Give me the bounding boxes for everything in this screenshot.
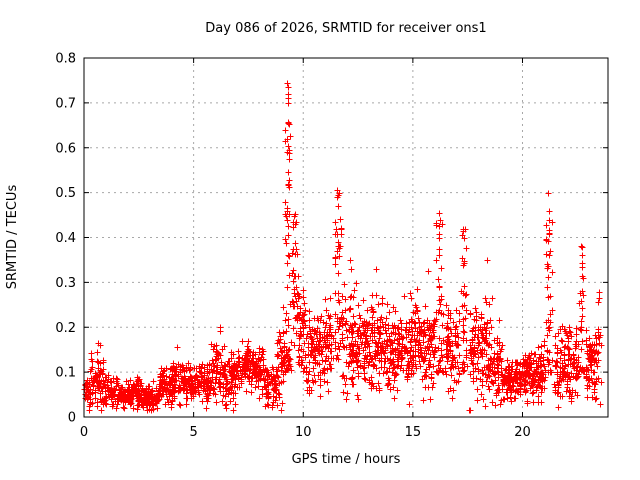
y-tick-label: 0.7 — [55, 96, 76, 111]
x-tick-label: 0 — [80, 425, 88, 440]
y-tick-label: 0.5 — [55, 186, 76, 201]
y-tick-label: 0 — [68, 411, 76, 426]
y-tick-label: 0.3 — [55, 276, 76, 291]
x-axis-label: GPS time / hours — [291, 452, 401, 467]
grid-lines — [84, 58, 608, 417]
y-tick-label: 0.2 — [55, 321, 76, 336]
scatter-points — [81, 80, 605, 414]
y-tick-label: 0.1 — [55, 366, 76, 381]
x-tick-label: 5 — [189, 425, 197, 440]
y-tick-label: 0.8 — [55, 52, 76, 67]
chart-title: Day 086 of 2026, SRMTID for receiver ons… — [205, 21, 487, 36]
axis-ticks — [83, 57, 608, 418]
y-tick-label: 0.6 — [55, 141, 76, 156]
x-tick-label: 15 — [405, 425, 422, 440]
x-tick-label: 10 — [295, 425, 312, 440]
x-tick-label: 20 — [514, 425, 531, 440]
y-tick-label: 0.4 — [55, 231, 76, 246]
